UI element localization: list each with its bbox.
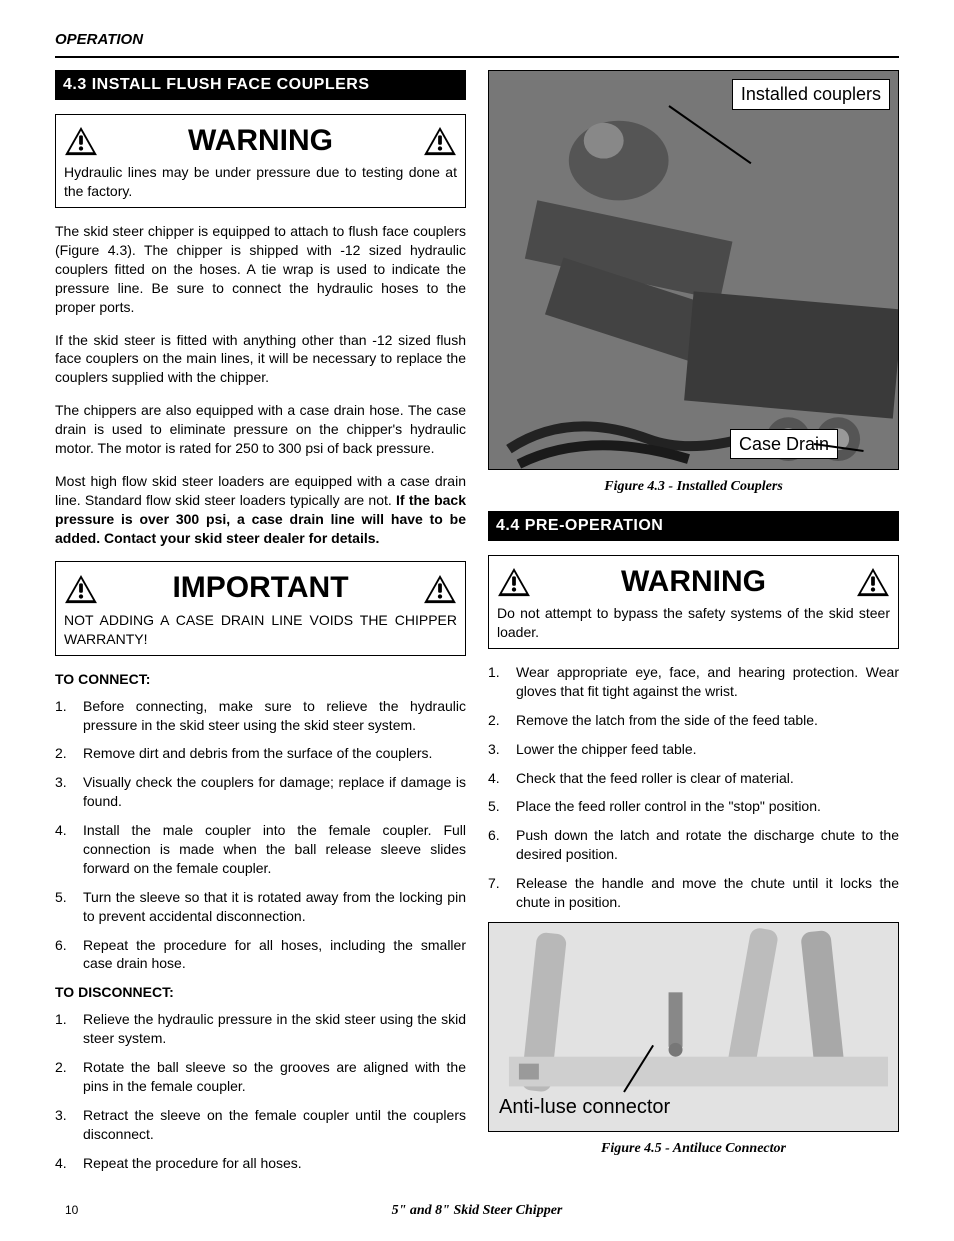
- warning-icon: [423, 126, 457, 156]
- list-item: Before connecting, make sure to relieve …: [55, 697, 466, 735]
- important-box: IMPORTANT NOT ADDING A CASE DRAIN LINE V…: [55, 561, 466, 655]
- paragraph: The chippers are also equipped with a ca…: [55, 401, 466, 458]
- warning-text: Do not attempt to bypass the safety syst…: [497, 604, 890, 642]
- disconnect-list: Relieve the hydraulic pressure in the sk…: [55, 1010, 466, 1172]
- list-item: Remove the latch from the side of the fe…: [488, 711, 899, 730]
- figure-art: [489, 71, 898, 469]
- list-item: Place the feed roller control in the "st…: [488, 797, 899, 816]
- warning-box: WARNING Do not attempt to bypass the saf…: [488, 555, 899, 649]
- section-4-4-header: 4.4 PRE-OPERATION: [488, 511, 899, 541]
- list-item: Rotate the ball sleeve so the grooves ar…: [55, 1058, 466, 1096]
- section-4-3-header: 4.3 INSTALL FLUSH FACE COUPLERS: [55, 70, 466, 100]
- to-connect-heading: TO CONNECT:: [55, 670, 466, 689]
- warning-icon: [64, 574, 98, 604]
- list-item: Repeat the procedure for all hoses, incl…: [55, 936, 466, 974]
- warning-icon: [856, 567, 890, 597]
- warning-icon: [497, 567, 531, 597]
- list-item: Retract the sleeve on the female coupler…: [55, 1106, 466, 1144]
- figure-overlay-text: Anti-luse connector: [499, 1094, 670, 1121]
- paragraph: Most high flow skid steer loaders are eq…: [55, 472, 466, 548]
- figure-4-3-image: Installed couplers Case Drain: [488, 70, 899, 470]
- list-item: Lower the chipper feed table.: [488, 740, 899, 759]
- preoperation-list: Wear appropriate eye, face, and hearing …: [488, 663, 899, 912]
- figure-4-3-caption: Figure 4.3 - Installed Couplers: [488, 478, 899, 497]
- list-item: Visually check the couplers for damage; …: [55, 773, 466, 811]
- important-text: NOT ADDING A CASE DRAIN LINE VOIDS THE C…: [64, 611, 457, 649]
- footer-title: 5" and 8" Skid Steer Chipper: [115, 1202, 839, 1221]
- important-title: IMPORTANT: [98, 568, 423, 609]
- figure-4-3: Installed couplers Case Drain Figure 4.3…: [488, 70, 899, 497]
- list-item: Relieve the hydraulic pressure in the sk…: [55, 1010, 466, 1048]
- paragraph: If the skid steer is fitted with anythin…: [55, 331, 466, 388]
- warning-icon: [64, 126, 98, 156]
- page-footer: 10 5" and 8" Skid Steer Chipper: [55, 1202, 899, 1221]
- list-item: Check that the feed roller is clear of m…: [488, 769, 899, 788]
- paragraph: The skid steer chipper is equipped to at…: [55, 222, 466, 316]
- warning-box: WARNING Hydraulic lines may be under pre…: [55, 114, 466, 208]
- list-item: Push down the latch and rotate the disch…: [488, 826, 899, 864]
- figure-4-5: Anti-luse connector Figure 4.5 - Antiluc…: [488, 922, 899, 1159]
- figure-4-5-caption: Figure 4.5 - Antiluce Connector: [488, 1140, 899, 1159]
- right-column: Installed couplers Case Drain Figure 4.3…: [488, 70, 899, 1182]
- list-item: Wear appropriate eye, face, and hearing …: [488, 663, 899, 701]
- list-item: Remove dirt and debris from the surface …: [55, 744, 466, 763]
- to-disconnect-heading: TO DISCONNECT:: [55, 983, 466, 1002]
- left-column: 4.3 INSTALL FLUSH FACE COUPLERS WARNING …: [55, 70, 466, 1182]
- list-item: Install the male coupler into the female…: [55, 821, 466, 878]
- warning-title: WARNING: [98, 121, 423, 162]
- list-item: Turn the sleeve so that it is rotated aw…: [55, 888, 466, 926]
- two-column-layout: 4.3 INSTALL FLUSH FACE COUPLERS WARNING …: [55, 70, 899, 1182]
- connect-list: Before connecting, make sure to relieve …: [55, 697, 466, 974]
- list-item: Release the handle and move the chute un…: [488, 874, 899, 912]
- page-number: 10: [55, 1202, 115, 1218]
- warning-text: Hydraulic lines may be under pressure du…: [64, 163, 457, 201]
- list-item: Repeat the procedure for all hoses.: [55, 1154, 466, 1173]
- page-header: OPERATION: [55, 30, 899, 58]
- warning-title: WARNING: [531, 562, 856, 603]
- warning-icon: [423, 574, 457, 604]
- figure-4-5-image: Anti-luse connector: [488, 922, 899, 1132]
- figure-label-installed-couplers: Installed couplers: [732, 79, 890, 109]
